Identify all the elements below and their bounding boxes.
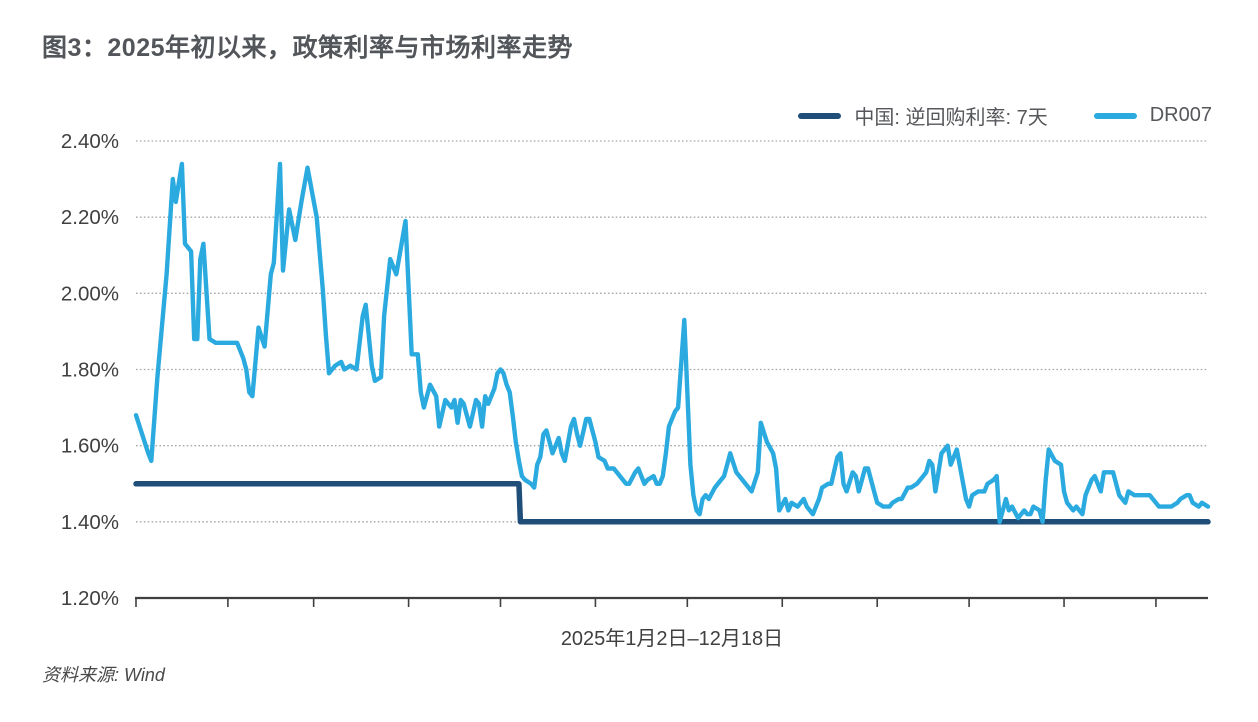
y-tick-label-1.60%: 1.60% xyxy=(61,435,119,458)
y-tick-label-1.20%: 1.20% xyxy=(61,587,119,610)
y-tick-label-2.40%: 2.40% xyxy=(61,130,119,153)
legend-item-policy-rate: 中国: 逆回购利率: 7天 xyxy=(798,101,1048,130)
legend: 中国: 逆回购利率: 7天 DR007 xyxy=(798,101,1212,130)
policy-rate-line-swatch xyxy=(798,112,842,119)
chart-title: 图3：2025年初以来，政策利率与市场利率走势 xyxy=(42,34,574,62)
dr007-line xyxy=(133,161,1211,524)
y-tick-label-2.20%: 2.20% xyxy=(61,206,119,229)
dr007-legend-label: DR007 xyxy=(1149,104,1212,126)
legend-item-dr007: DR007 xyxy=(1093,104,1212,127)
dr007-line-swatch xyxy=(1093,112,1137,119)
y-tick-label-1.80%: 1.80% xyxy=(61,359,119,382)
policy-rate-line xyxy=(133,481,1211,525)
x-axis-label: 2025年1月2日–12月18日 xyxy=(560,628,784,650)
policy-rate-legend-label: 中国: 逆回购利率: 7天 xyxy=(854,107,1048,129)
source-note: 资料来源: Wind xyxy=(42,665,165,685)
y-tick-label-2.00%: 2.00% xyxy=(61,282,119,305)
y-tick-label-1.40%: 1.40% xyxy=(61,511,119,534)
